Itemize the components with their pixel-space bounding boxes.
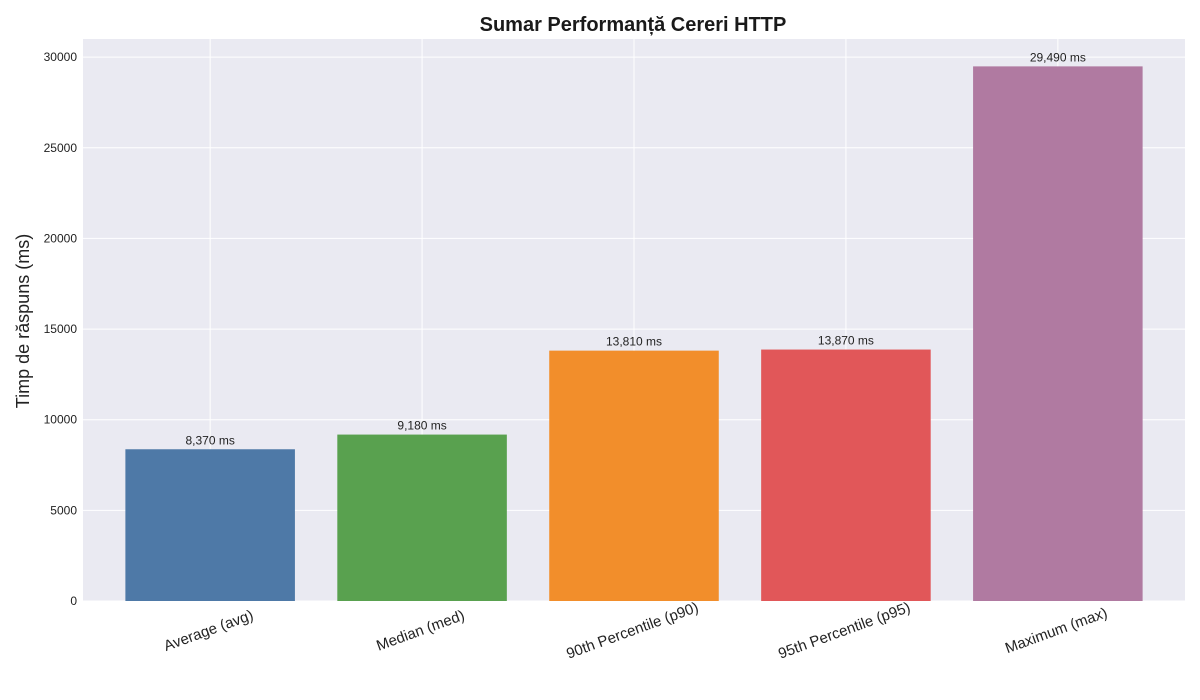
bar bbox=[761, 349, 931, 601]
bar bbox=[125, 449, 295, 601]
bar bbox=[337, 434, 507, 601]
data-label: 13,810 ms bbox=[606, 335, 662, 349]
y-tick-label: 0 bbox=[70, 594, 77, 608]
data-label: 13,870 ms bbox=[818, 334, 874, 348]
data-label: 29,490 ms bbox=[1030, 50, 1086, 64]
x-tick-label: Average (avg) bbox=[162, 607, 256, 655]
bar bbox=[973, 66, 1143, 602]
y-tick-label: 20000 bbox=[44, 231, 78, 245]
y-axis-label: Timp de răspuns (ms) bbox=[13, 234, 33, 408]
y-tick-label: 10000 bbox=[44, 413, 78, 427]
x-tick-label: Maximum (max) bbox=[1003, 604, 1110, 657]
y-tick-label: 25000 bbox=[44, 141, 78, 155]
data-label: 9,180 ms bbox=[397, 419, 446, 433]
y-tick-label: 5000 bbox=[50, 503, 77, 517]
chart-title: Sumar Performanță Cereri HTTP bbox=[480, 14, 787, 36]
bars: 8,370 ms 9,180 ms 13,810 ms 13,870 ms 29,490… bbox=[125, 50, 1143, 602]
y-tick-label: 15000 bbox=[44, 322, 78, 336]
data-label: 8,370 ms bbox=[185, 433, 234, 447]
bar bbox=[549, 350, 719, 601]
x-tick-label: Median (med) bbox=[374, 607, 467, 655]
y-tick-label: 30000 bbox=[44, 50, 78, 64]
x-tick-label: 95th Percentile (p95) bbox=[776, 599, 913, 663]
x-tick-label: 90th Percentile (p90) bbox=[564, 599, 701, 663]
